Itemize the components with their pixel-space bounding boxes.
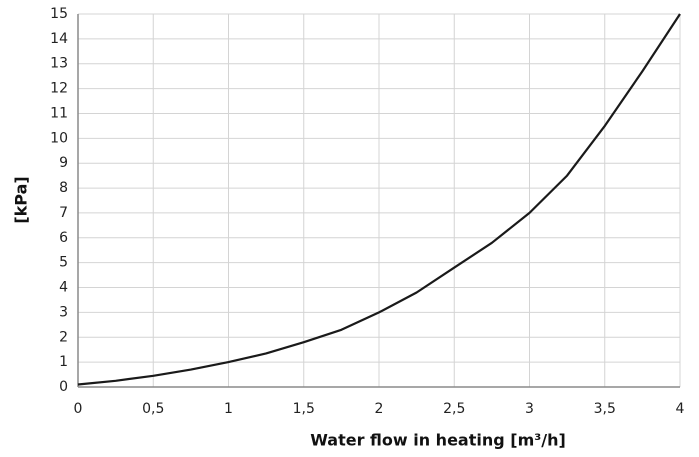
y-axis-label: [kPa]: [12, 176, 31, 223]
y-tick-label: 15: [50, 6, 68, 22]
y-tick-label: 13: [50, 56, 68, 72]
y-tick-label: 7: [59, 205, 68, 221]
x-tick-label: 2: [375, 401, 384, 417]
x-tick-label: 1: [224, 401, 233, 417]
y-tick-label: 1: [59, 354, 68, 370]
x-tick-label: 0: [74, 401, 83, 417]
y-tick-label: 2: [59, 329, 68, 345]
y-tick-label: 8: [59, 180, 68, 196]
y-tick-label: 9: [59, 155, 68, 171]
y-tick-label: 11: [50, 105, 68, 121]
data-line: [77, 13, 681, 386]
y-tick-label: 3: [59, 304, 68, 320]
x-axis-label: Water flow in heating [m³/h]: [310, 431, 566, 450]
y-tick-label: 6: [59, 230, 68, 246]
x-tick-label: 0,5: [142, 401, 164, 417]
x-tick-label: 4: [676, 401, 685, 417]
y-tick-label: 14: [50, 31, 68, 47]
y-tick-label: 5: [59, 255, 68, 271]
y-tick-label: 12: [50, 81, 68, 97]
x-tick-label: 2,5: [443, 401, 465, 417]
y-tick-label: 10: [50, 130, 68, 146]
x-tick-label: 3: [525, 401, 534, 417]
y-tick-label: 4: [59, 280, 68, 296]
y-tick-label: 0: [59, 379, 68, 395]
x-tick-label: 3,5: [594, 401, 616, 417]
x-tick-label: 1,5: [293, 401, 315, 417]
